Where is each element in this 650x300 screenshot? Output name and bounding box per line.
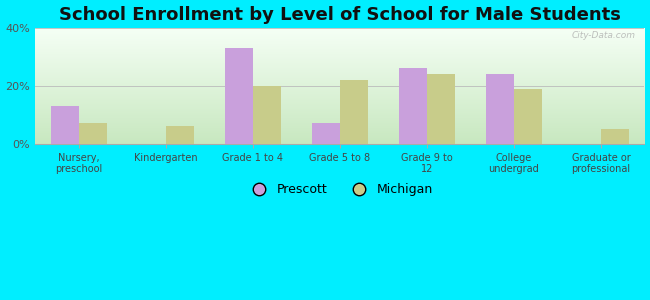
Bar [340,80,368,144]
Legend: Prescott, Michigan: Prescott, Michigan [242,178,437,201]
Bar [253,86,281,144]
Bar [312,123,340,144]
Bar [51,106,79,144]
Text: City-Data.com: City-Data.com [571,32,635,40]
Title: School Enrollment by Level of School for Male Students: School Enrollment by Level of School for… [59,6,621,24]
Bar [166,126,194,144]
Bar [486,74,514,144]
Bar [399,68,427,144]
Bar [601,129,629,144]
Bar [79,123,107,144]
Bar [427,74,455,144]
Bar [225,48,253,144]
Bar [514,89,541,144]
